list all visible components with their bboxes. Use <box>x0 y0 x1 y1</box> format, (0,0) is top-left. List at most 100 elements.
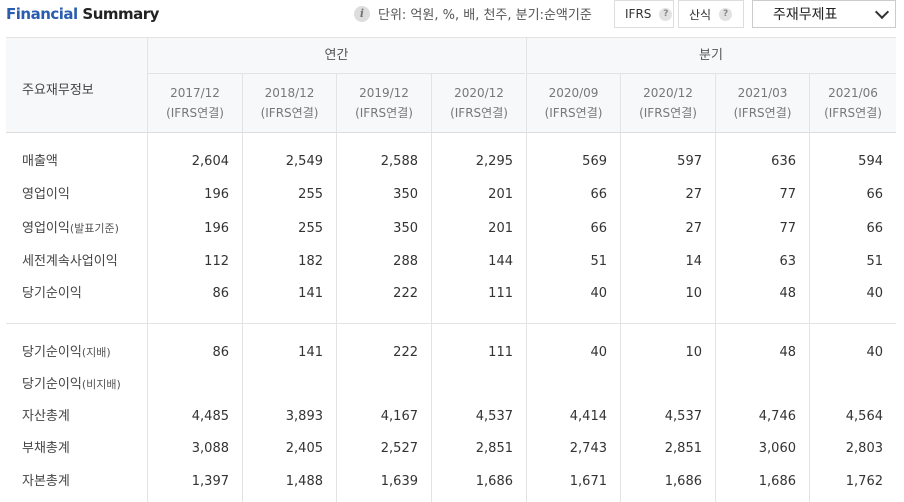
column-basis: (IFRS연결) <box>260 106 319 120</box>
table-row: 부채총계 3,088 2,405 2,527 2,851 2,743 2,851 3,060 2… <box>6 433 896 465</box>
table-cell: 40 <box>590 286 607 301</box>
table-cell: 196 <box>204 221 229 236</box>
row-label-text: 당기순이익 <box>22 377 82 392</box>
table-cell: 2,604 <box>191 154 229 169</box>
ifrs-button[interactable]: IFRS ? <box>614 0 674 28</box>
table-cell: 2,743 <box>569 441 607 456</box>
column-basis: (IFRS연결) <box>355 106 413 120</box>
row-label-text: 자본총계 <box>22 474 70 489</box>
column-header: 2021/03 (IFRS연결) <box>716 74 809 132</box>
table-cell: 2,295 <box>475 154 513 169</box>
row-label: 세전계속사업이익 <box>22 246 118 278</box>
unit-info: i 단위: 억원, %, 배, 천주, 분기:순액기준 <box>354 4 592 23</box>
table-row: 당기순이익 86 141 222 111 40 10 48 40 <box>6 278 896 310</box>
table-row: 당기순이익(지배) 86 141 222 111 40 10 48 40 <box>6 337 896 369</box>
table-row: 영업이익 196 255 350 201 66 27 77 66 <box>6 179 896 211</box>
row-separator <box>6 323 896 324</box>
column-period: 2019/12 <box>359 86 409 100</box>
table-cell: 222 <box>393 286 418 301</box>
column-header: 2020/12 (IFRS연결) <box>432 74 526 132</box>
column-header: 2019/12 (IFRS연결) <box>337 74 431 132</box>
table-cell: 77 <box>779 187 796 202</box>
table-cell: 1,639 <box>380 474 418 489</box>
column-basis: (IFRS연결) <box>544 106 603 120</box>
table-cell: 1,686 <box>475 474 513 489</box>
column-header: 2020/09 (IFRS연결) <box>527 74 620 132</box>
row-label: 매출액 <box>22 146 58 178</box>
row-label-text: 영업이익 <box>22 187 70 202</box>
table-cell: 40 <box>866 345 883 360</box>
column-basis: (IFRS연결) <box>450 106 508 120</box>
row-label-text: 부채총계 <box>22 441 70 456</box>
row-label: 당기순이익(비지배) <box>22 369 121 401</box>
table-cell: 182 <box>298 254 323 269</box>
table-row: 자본총계 1,397 1,488 1,639 1,686 1,671 1,686 1,686 1… <box>6 466 896 498</box>
table-cell: 3,060 <box>758 441 796 456</box>
row-header-title: 주요재무정보 <box>22 83 94 98</box>
table-cell: 48 <box>779 345 796 360</box>
table-cell: 27 <box>685 221 702 236</box>
table-cell: 40 <box>590 345 607 360</box>
statement-type-select[interactable]: 주재무제표 <box>752 0 896 28</box>
table-cell: 196 <box>204 187 229 202</box>
table-cell: 222 <box>393 345 418 360</box>
quarterly-group-header: 분기 <box>526 38 896 74</box>
table-cell: 27 <box>685 187 702 202</box>
row-label: 당기순이익(지배) <box>22 337 111 369</box>
table-cell: 1,762 <box>845 474 883 489</box>
table-cell: 86 <box>212 345 229 360</box>
table-cell: 141 <box>298 345 323 360</box>
table-row: 자산총계 4,485 3,893 4,167 4,537 4,414 4,537 4,746 4… <box>6 401 896 433</box>
table-row: 당기순이익(비지배) <box>6 369 896 401</box>
table-cell: 2,851 <box>664 441 702 456</box>
table-cell: 569 <box>582 154 607 169</box>
formula-label: 산식 <box>689 7 712 22</box>
table-cell: 2,527 <box>380 441 418 456</box>
title-part-1: Financial <box>6 5 78 23</box>
column-divider <box>809 74 810 502</box>
table-cell: 4,537 <box>664 409 702 424</box>
formula-button[interactable]: 산식 ? <box>678 0 744 28</box>
column-period: 2018/12 <box>264 86 315 100</box>
row-label: 부채총계 <box>22 433 70 465</box>
table-row: 세전계속사업이익 112 182 288 144 51 14 63 51 <box>6 246 896 278</box>
column-basis: (IFRS연결) <box>824 106 882 120</box>
table-cell: 111 <box>488 345 513 360</box>
annual-group-header: 연간 <box>148 38 525 74</box>
financial-summary-table: 주요재무정보 연간 분기 2017/12 (IFRS연결) 2018/12 (IFRS… <box>6 37 896 502</box>
table-cell: 51 <box>590 254 607 269</box>
formula-help-icon[interactable]: ? <box>719 7 733 21</box>
row-label-text: 영업이익 <box>22 221 70 236</box>
table-cell: 288 <box>393 254 418 269</box>
chevron-down-icon <box>874 4 890 19</box>
table-cell: 86 <box>212 286 229 301</box>
column-header-area <box>147 38 896 133</box>
column-header: 2021/06 (IFRS연결) <box>810 74 896 132</box>
row-label: 자본총계 <box>22 466 70 498</box>
column-period: 2017/12 <box>170 86 220 100</box>
table-cell: 3,088 <box>191 441 229 456</box>
table-cell: 2,588 <box>380 154 418 169</box>
table-cell: 141 <box>298 286 323 301</box>
table-cell: 597 <box>677 154 702 169</box>
table-cell: 4,564 <box>845 409 883 424</box>
table-cell: 4,485 <box>191 409 229 424</box>
table-row: 영업이익(발표기준) 196 255 350 201 66 27 77 66 <box>6 213 896 245</box>
table-cell: 594 <box>858 154 883 169</box>
table-cell: 77 <box>779 221 796 236</box>
table-cell: 66 <box>866 187 883 202</box>
table-cell: 1,671 <box>569 474 607 489</box>
row-label-text: 자산총계 <box>22 409 70 424</box>
row-label-suffix: (발표기준) <box>69 222 119 235</box>
ifrs-help-icon[interactable]: ? <box>659 7 673 21</box>
statement-type-value: 주재무제표 <box>773 7 838 23</box>
table-cell: 255 <box>298 221 323 236</box>
column-divider <box>715 74 716 502</box>
column-divider <box>431 74 432 502</box>
table-cell: 350 <box>393 221 418 236</box>
ifrs-label: IFRS <box>625 7 652 21</box>
table-cell: 10 <box>685 286 702 301</box>
title-part-2: Summary <box>82 5 159 23</box>
table-cell: 4,414 <box>569 409 607 424</box>
table-cell: 4,746 <box>758 409 796 424</box>
